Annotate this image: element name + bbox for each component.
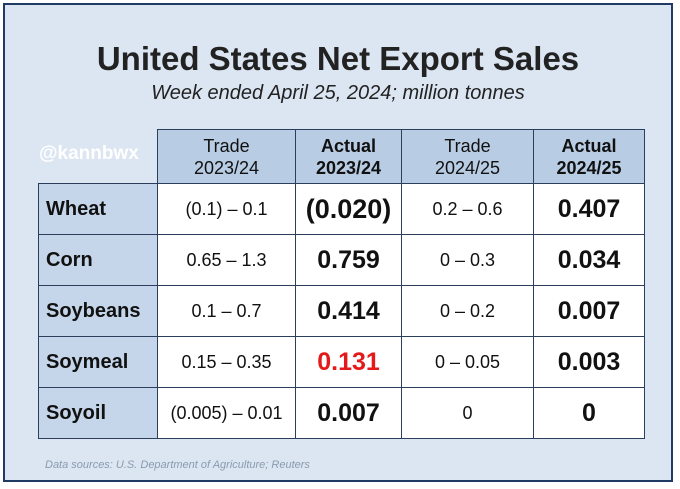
row-label: Soymeal <box>38 336 158 388</box>
table-row: Wheat (0.1) – 0.1 (0.020) 0.2 – 0.6 0.40… <box>38 183 645 235</box>
actual-2023-24-cell-highlighted: 0.131 <box>295 336 402 388</box>
table-row: Soybeans 0.1 – 0.7 0.414 0 – 0.2 0.007 <box>38 285 645 337</box>
trade-2023-24-cell: 0.65 – 1.3 <box>157 234 296 286</box>
trade-2024-25-cell: 0 – 0.05 <box>401 336 534 388</box>
table-row: Soymeal 0.15 – 0.35 0.131 0 – 0.05 0.003 <box>38 336 645 388</box>
page-subtitle: Week ended April 25, 2024; million tonne… <box>151 82 525 104</box>
actual-2023-24-cell: 0.759 <box>295 234 402 286</box>
export-sales-table: Trade 2023/24 Actual 2023/24 Trade 2024/… <box>38 129 645 439</box>
trade-2023-24-cell: 0.15 – 0.35 <box>157 336 296 388</box>
data-source-note: Data sources: U.S. Department of Agricul… <box>45 459 310 471</box>
header-line: Actual <box>561 135 617 156</box>
actual-2023-24-cell: 0.414 <box>295 285 402 337</box>
trade-2024-25-cell: 0 <box>401 387 534 439</box>
table-row: Corn 0.65 – 1.3 0.759 0 – 0.3 0.034 <box>38 234 645 286</box>
trade-2023-24-cell: (0.005) – 0.01 <box>157 387 296 439</box>
actual-2023-24-cell: 0.007 <box>295 387 402 439</box>
header-line: 2024/25 <box>556 157 622 178</box>
page-title: United States Net Export Sales <box>96 40 580 77</box>
author-handle: @kannbwx <box>39 143 139 164</box>
actual-2024-25-cell: 0.003 <box>533 336 645 388</box>
actual-2024-25-cell: 0.034 <box>533 234 645 286</box>
infographic-frame: United States Net Export Sales Week ende… <box>3 3 673 482</box>
header-row: Trade 2023/24 Actual 2023/24 Trade 2024/… <box>39 129 645 184</box>
header-trade-2023-24: Trade 2023/24 <box>157 129 296 184</box>
actual-2024-25-cell: 0 <box>533 387 645 439</box>
header-line: Trade <box>444 135 491 156</box>
actual-2024-25-cell: 0.407 <box>533 183 645 235</box>
table-row: Soyoil (0.005) – 0.01 0.007 0 0 <box>38 387 645 439</box>
header-line: 2023/24 <box>193 157 260 178</box>
header-line: 2024/25 <box>434 157 501 178</box>
row-label: Wheat <box>38 183 158 235</box>
row-label: Corn <box>38 234 158 286</box>
actual-2024-25-cell: 0.007 <box>533 285 645 337</box>
row-label: Soybeans <box>38 285 158 337</box>
trade-2024-25-cell: 0.2 – 0.6 <box>401 183 534 235</box>
trade-2023-24-cell: (0.1) – 0.1 <box>157 183 296 235</box>
header-trade-2024-25: Trade 2024/25 <box>401 129 534 184</box>
header-line: 2023/24 <box>315 157 382 178</box>
trade-2023-24-cell: 0.1 – 0.7 <box>157 285 296 337</box>
header-actual-2024-25: Actual 2024/25 <box>533 129 645 184</box>
trade-2024-25-cell: 0 – 0.3 <box>401 234 534 286</box>
header-line: Trade <box>203 135 250 156</box>
header-line: Actual <box>320 135 376 156</box>
row-label: Soyoil <box>38 387 158 439</box>
header-actual-2023-24: Actual 2023/24 <box>295 129 402 184</box>
trade-2024-25-cell: 0 – 0.2 <box>401 285 534 337</box>
actual-2023-24-cell: (0.020) <box>295 183 402 235</box>
header-empty-cell <box>39 130 158 184</box>
